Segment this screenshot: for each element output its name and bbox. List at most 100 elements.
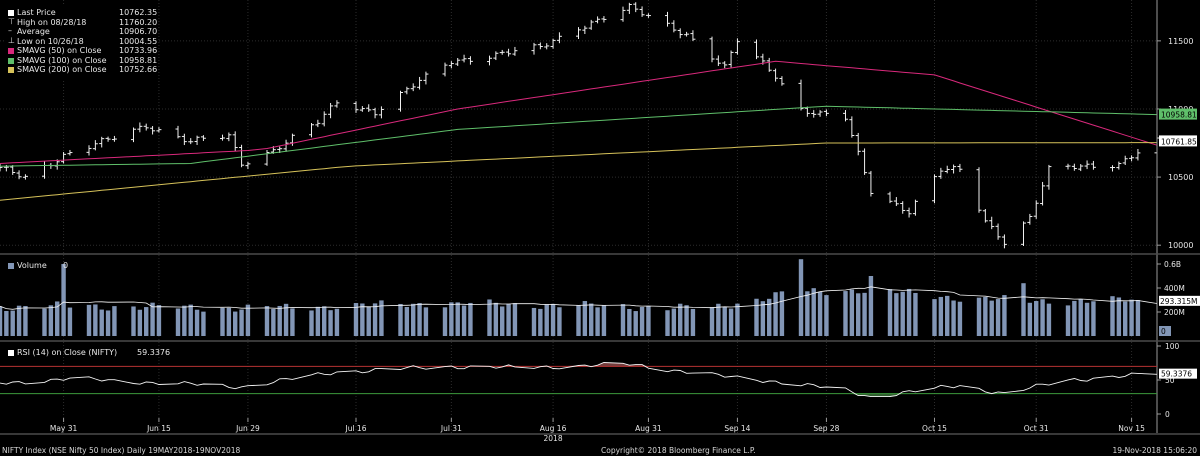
volume-bar (1116, 297, 1122, 336)
volume-bar (805, 291, 810, 336)
volume-bar (633, 311, 638, 336)
volume-bar (500, 306, 505, 336)
volume-bar (493, 302, 499, 336)
price-bar (804, 106, 810, 117)
price-bar (633, 2, 639, 13)
volume-bar (461, 305, 467, 336)
volume-bar (728, 308, 734, 336)
legend-sma200-label: SMAVG (200) on Close (17, 65, 107, 74)
volume-bar (1040, 299, 1045, 336)
volume-axis-label: 400M (1164, 284, 1185, 293)
volume-bar (576, 305, 581, 336)
price-bar (334, 100, 340, 108)
price-bar (855, 132, 861, 156)
volume-bar (900, 291, 905, 336)
volume-bar (887, 289, 893, 336)
volume-bar (646, 306, 651, 336)
volume-bar (760, 301, 766, 336)
volume-bar (99, 309, 104, 336)
volume-bar (10, 310, 15, 336)
volume-bars (0, 259, 1141, 336)
volume-bar (353, 303, 359, 336)
volume-bar (1034, 301, 1039, 336)
legend-low-label: Low on 10/26/18 (17, 36, 84, 46)
volume-bar (684, 305, 689, 336)
volume-bar (188, 304, 193, 336)
price-bar (410, 83, 416, 92)
volume-bar (398, 303, 403, 336)
last-price-swatch (8, 10, 14, 16)
legend-high-label: High on 08/28/18 (17, 17, 87, 27)
price-axis-label: 10000 (1168, 241, 1193, 250)
volume-bar (824, 295, 829, 336)
average-marker-icon: – (8, 26, 12, 35)
volume-avg-tag-label: 293.315M (1160, 297, 1198, 306)
volume-bar (182, 305, 187, 336)
x-axis-label: May 31 (50, 424, 78, 433)
price-bar (1040, 181, 1046, 206)
volume-bar (557, 307, 562, 336)
footer-security: NIFTY Index (NSE Nifty 50 Index) Daily 1… (2, 446, 241, 455)
price-bar (957, 163, 963, 173)
price-bar (843, 109, 848, 122)
price-bar (493, 51, 499, 61)
volume-bar (601, 305, 607, 336)
volume-bar (48, 305, 54, 336)
x-axis-label: Jul 16 (345, 424, 367, 433)
price-bar (321, 111, 327, 127)
volume-bar (957, 301, 963, 336)
volume-bar (1002, 295, 1007, 336)
price-bar (283, 139, 289, 152)
legend-sma200-value: 10752.66 (119, 65, 158, 74)
volume-legend: Volume 0 (6, 261, 86, 271)
x-axis-label: Oct 15 (922, 424, 947, 433)
price-bar (576, 27, 581, 40)
legend-last-price-label: Last Price (17, 8, 56, 17)
volume-bar (334, 308, 340, 336)
legend-sma100-label: SMAVG (100) on Close (17, 55, 107, 65)
price-bar (677, 28, 683, 39)
volume-bar (23, 306, 28, 336)
footer-timestamp: 19-Nov-2018 15:06:20 (1112, 446, 1197, 455)
price-bar (512, 46, 518, 56)
price-bar (588, 19, 594, 30)
volume-bar (1084, 302, 1090, 336)
price-bar (626, 2, 632, 14)
volume-bar (67, 307, 73, 336)
volume-bar (779, 291, 785, 336)
volume-bar (722, 307, 727, 336)
price-bar (887, 191, 893, 204)
volume-bar (1129, 299, 1134, 336)
price-bar (709, 36, 715, 63)
price-bar (92, 140, 98, 151)
volume-bar (315, 306, 321, 336)
price-bar (645, 13, 651, 18)
volume-bar (550, 303, 556, 336)
volume-bar (582, 301, 588, 336)
price-bar (754, 39, 759, 60)
price-legend: Last Price 10762.35 ⊤ High on 08/28/18 1… (6, 6, 157, 81)
price-bar (938, 167, 944, 179)
volume-bar (322, 306, 327, 336)
price-bar (932, 174, 937, 204)
price-bar (556, 32, 562, 44)
volume-bar (455, 302, 460, 336)
rsi-axis-label: 100 (1165, 342, 1180, 351)
price-bar (315, 119, 321, 128)
price-bar (544, 43, 550, 50)
volume-bar (1027, 302, 1033, 336)
volume-bar (245, 304, 251, 336)
price-bar (245, 161, 251, 170)
price-bar (359, 106, 365, 112)
volume-bar (309, 310, 314, 336)
price-bar (455, 58, 461, 66)
price-bar (976, 167, 982, 213)
volume-bar (283, 303, 289, 336)
volume-bar (798, 259, 804, 336)
price-bar (550, 38, 556, 49)
price-bar (220, 134, 225, 141)
price-bar (194, 135, 200, 145)
rsi-last-tag-label: 59.3376 (1161, 370, 1192, 379)
x-axis-label: Sep 28 (813, 424, 839, 433)
price-bar (912, 199, 918, 216)
